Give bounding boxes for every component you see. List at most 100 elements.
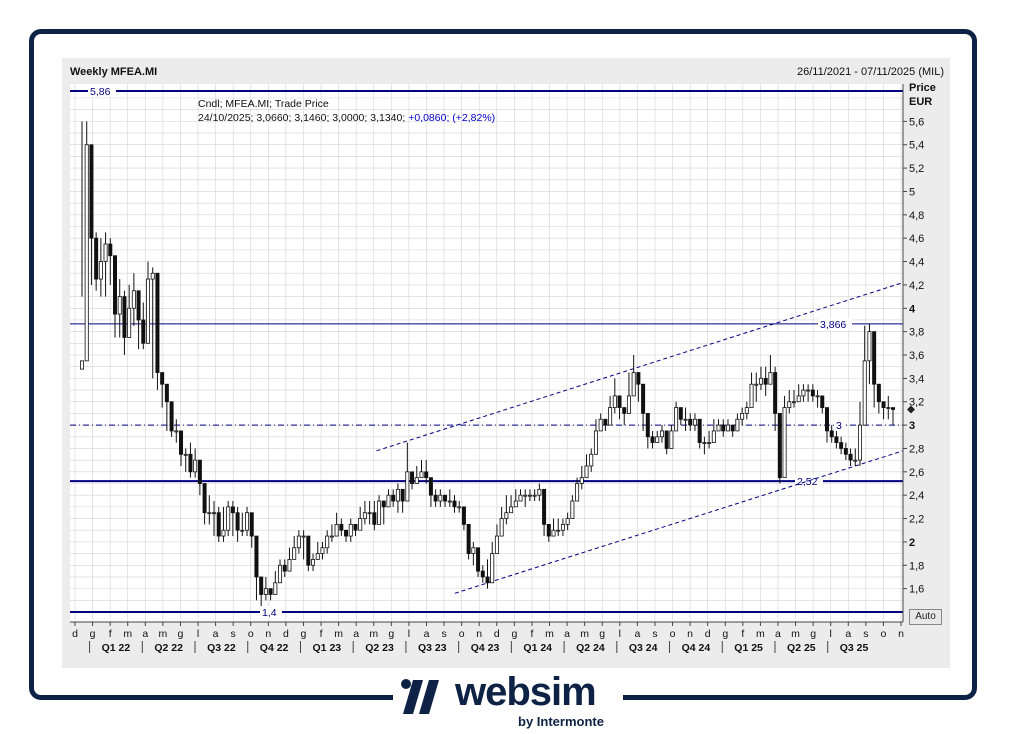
y-tick-label: 3,8 (909, 327, 924, 339)
candle-body (301, 535, 306, 538)
candle-body (433, 494, 438, 502)
candle-body (815, 395, 820, 398)
y-tick-label: 5,6 (909, 116, 924, 128)
candle-body (160, 372, 165, 385)
candle-body (622, 407, 627, 414)
candle-body (777, 413, 782, 479)
candle-body (843, 448, 848, 455)
y-tick-label: 2,2 (909, 514, 924, 526)
candles (80, 121, 915, 607)
month-label: a (775, 628, 781, 640)
candle-body (546, 523, 551, 537)
month-label: s (441, 628, 446, 640)
month-label: m (791, 628, 800, 640)
candle-body (424, 471, 429, 479)
candle-body (480, 570, 485, 578)
candle-body (240, 529, 245, 532)
candle-body (664, 430, 669, 449)
candle-body (452, 500, 457, 508)
candle-body (744, 407, 749, 414)
candle-body (207, 512, 212, 515)
candle-body (810, 389, 815, 397)
candle-body (254, 535, 259, 578)
month-label: n (687, 628, 693, 640)
candle-body (457, 506, 462, 509)
auto-scale-button[interactable]: Auto (909, 609, 942, 625)
candle-body (98, 261, 103, 280)
quarter-label: Q1 22 (102, 642, 131, 654)
candle-body (509, 506, 514, 514)
candle-body (391, 494, 396, 502)
candle-body (353, 523, 358, 531)
axis-header: Price EUR (909, 81, 936, 109)
candle-body (131, 290, 136, 309)
month-label: a (353, 628, 359, 640)
candle-body (659, 430, 664, 438)
y-tick-label: 5,4 (909, 140, 924, 152)
month-label: g (301, 628, 307, 640)
candle-body (678, 407, 683, 420)
candle-body (872, 331, 877, 385)
websim-logo: websim by Intermonte (393, 670, 623, 734)
candle-body (94, 237, 99, 280)
candle-body (891, 407, 896, 410)
candle-body (80, 360, 85, 370)
candle-body (584, 465, 589, 479)
candle-body (202, 483, 207, 514)
candle-body (292, 547, 297, 560)
candle-body (216, 512, 221, 537)
candle-body (230, 506, 235, 514)
candle-body (141, 319, 146, 344)
candle-body (438, 494, 443, 502)
candle-body (669, 430, 674, 449)
candle-body (263, 588, 268, 595)
candle-body (688, 418, 693, 426)
month-label: a (564, 628, 570, 640)
candle-body (754, 383, 759, 386)
chart-title: Weekly MFEA.MI (70, 66, 158, 78)
candle-body (117, 296, 122, 315)
candle-body (461, 506, 466, 525)
month-label: f (741, 628, 744, 640)
level-label: 2,52 (797, 476, 818, 488)
candle-body (377, 500, 382, 525)
candle-body (494, 535, 499, 554)
candle-body (84, 144, 89, 362)
level-label-bg (88, 85, 116, 97)
candle-body (325, 535, 330, 549)
candle-body (235, 512, 240, 531)
y-tick-label: 5,2 (909, 163, 924, 175)
candle-body (523, 494, 528, 497)
month-label: n (898, 628, 904, 640)
candle-body (127, 307, 132, 338)
y-tick-label: 4,2 (909, 280, 924, 292)
candle-body (419, 471, 424, 479)
month-label: g (90, 628, 96, 640)
candle-body (542, 488, 547, 525)
logo-text: websim (455, 670, 597, 714)
candle-body (650, 436, 655, 444)
month-label: f (530, 628, 533, 640)
month-label: m (369, 628, 378, 640)
candle-body (655, 436, 660, 444)
month-label: m (756, 628, 765, 640)
candle-body (857, 424, 862, 461)
candle-body (787, 401, 792, 408)
candle-body (358, 518, 363, 531)
y-tick-label: 3,2 (909, 397, 924, 409)
candle-body (716, 424, 721, 432)
candle-body (395, 488, 400, 502)
quarter-label: Q2 24 (576, 642, 605, 654)
month-label: s (652, 628, 657, 640)
y-axis: 1,6 1,8 2 2,2 2,4 2,6 2,8 3 3,2 3,4 3,6 3,8 4 4,2 4,4 4… (902, 84, 924, 622)
y-tick-label: 3,6 (909, 350, 924, 362)
candle-body (645, 413, 650, 438)
candle-body (339, 523, 344, 531)
candle-body (249, 512, 254, 537)
logo-subtitle: by Intermonte (518, 714, 604, 729)
level-label: 1,4 (262, 607, 277, 619)
candle-body (443, 494, 448, 502)
candle-body (551, 529, 556, 537)
candle-body (636, 372, 641, 385)
